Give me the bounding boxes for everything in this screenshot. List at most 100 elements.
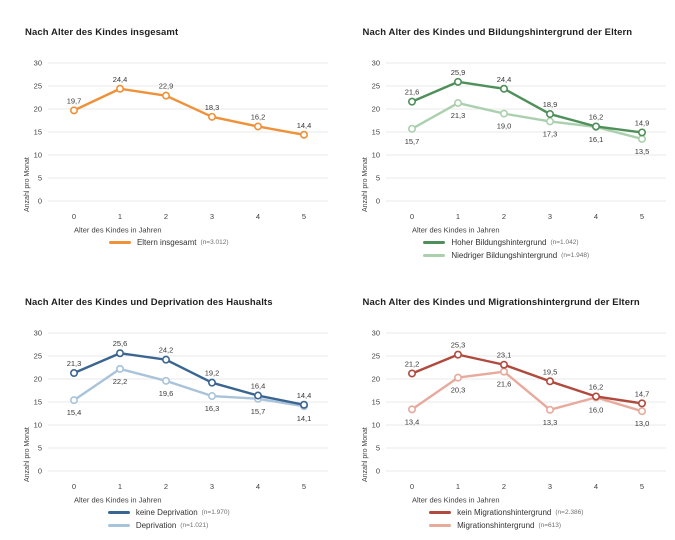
chart-legend: kein Migrationshintergrund (n=2.386) Mig…: [338, 507, 675, 530]
data-label: 13,0: [634, 419, 649, 428]
data-point: [116, 364, 125, 373]
y-tick-label: 10: [34, 151, 42, 160]
data-label: 15,7: [251, 407, 266, 416]
line-chart-migration: 0 5 10 15 20 25 30 0 1 2 3 4 5 Alter des Kindes in Ja…: [362, 329, 666, 505]
series-line: [72, 87, 306, 136]
x-axis-label: Alter des Kindes in Jahren: [412, 226, 500, 235]
data-label: 15,4: [67, 408, 82, 417]
legend-item: Hoher Bildungshintergrund (n=1.042): [423, 237, 589, 247]
legend-swatch: [429, 510, 452, 514]
x-tick-labels: 0 1 2 3 4 5: [72, 212, 306, 221]
legend-label: Niedriger Bildungshintergrund: [451, 250, 558, 260]
y-axis-label: Anzahl pro Monat: [24, 427, 31, 482]
legend-label: Hoher Bildungshintergrund: [451, 237, 547, 247]
x-tick-label: 3: [210, 212, 214, 221]
chart-title: Nach Alter des Kindes insgesamt: [25, 27, 179, 38]
gridlines: [48, 62, 328, 202]
legend-swatch: [108, 240, 131, 244]
chart-title: Nach Alter des Kindes und Deprivation de…: [25, 297, 273, 308]
data-label: 16,1: [588, 135, 603, 144]
x-axis-label: Alter des Kindes in Jahren: [412, 496, 500, 505]
y-tick-labels: 0 5 10 15 20 25 30: [371, 59, 379, 206]
data-label: 25,9: [450, 68, 465, 77]
y-tick-label: 5: [38, 444, 42, 453]
legend-label: Deprivation: [135, 520, 177, 530]
data-point: [407, 124, 416, 133]
series-line: [410, 370, 643, 413]
data-point: [545, 117, 554, 126]
series-0: [70, 84, 308, 139]
data-label: 14,7: [634, 389, 649, 398]
data-label: 16,2: [588, 112, 603, 121]
y-tick-label: 20: [371, 375, 379, 384]
data-label: 25,6: [113, 339, 128, 348]
legend-sample-size: (n=2.386): [555, 508, 584, 516]
data-point: [208, 112, 217, 121]
y-tick-label: 10: [371, 151, 379, 160]
data-point: [208, 392, 217, 401]
data-point: [116, 84, 125, 93]
y-tick-label: 20: [371, 105, 379, 114]
line-chart-bildung: 0 5 10 15 20 25 30 0 1 2 3 4 5 Alter des Kindes in Ja…: [362, 59, 666, 235]
data-point: [162, 376, 171, 385]
data-point: [545, 377, 554, 386]
data-label: 19,7: [67, 96, 82, 105]
data-point: [70, 106, 79, 115]
data-label: 14,1: [297, 414, 312, 423]
data-point: [70, 369, 79, 378]
data-label: 19,2: [205, 369, 220, 378]
data-labels: 21,2 25,3 23,1 19,5 16,2 14,7: [404, 341, 649, 399]
line-chart-insgesamt: 0 5 10 15 20 25 30 0 1 2 3 4 5 Alter des Kindes in Ja…: [24, 59, 328, 235]
y-tick-label: 0: [375, 197, 379, 206]
chart-panel-migration: Nach Alter des Kindes und Migrationshint…: [338, 270, 675, 540]
data-label: 14,4: [297, 121, 312, 130]
legend-label: keine Deprivation: [135, 507, 198, 517]
legend-label: kein Migrationshintergrund: [457, 507, 552, 517]
y-tick-label: 15: [34, 398, 42, 407]
data-point: [407, 405, 416, 414]
data-point: [299, 130, 308, 139]
data-labels: 15,4 22,2 19,6 16,3 15,7 14,1: [67, 377, 312, 423]
data-point: [637, 128, 646, 137]
data-label: 21,6: [496, 380, 511, 389]
data-label: 24,2: [159, 346, 174, 355]
data-label: 14,4: [297, 391, 312, 400]
legend-sample-size: (n=1.970): [201, 508, 230, 516]
data-point: [453, 350, 462, 359]
legend-swatch: [107, 523, 130, 527]
x-tick-label: 5: [302, 482, 306, 491]
data-label: 21,6: [404, 88, 419, 97]
data-label: 24,4: [496, 75, 511, 84]
y-tick-label: 10: [371, 421, 379, 430]
data-labels: 21,3 25,6 24,2 19,2 16,4 14,4: [67, 339, 312, 400]
y-axis-label: Anzahl pro Monat: [24, 157, 31, 212]
series-line: [410, 80, 643, 134]
y-tick-label: 25: [34, 82, 42, 91]
data-label: 13,4: [404, 417, 419, 426]
data-point: [499, 84, 508, 93]
y-axis-label: Anzahl pro Monat: [362, 157, 369, 212]
data-label: 25,3: [450, 341, 465, 350]
y-tick-label: 30: [34, 59, 42, 68]
data-label: 18,9: [542, 100, 557, 109]
legend-sample-size: (n=1.042): [550, 238, 579, 246]
series-1: [407, 367, 646, 416]
data-label: 16,4: [251, 382, 266, 391]
data-point: [407, 369, 416, 378]
legend-sample-size: (n=1.021): [180, 521, 209, 529]
legend-item: Eltern insgesamt (n=3.012): [108, 237, 229, 247]
x-axis-label: Alter des Kindes in Jahren: [74, 496, 162, 505]
data-point: [499, 360, 508, 369]
y-tick-label: 25: [371, 82, 379, 91]
series-0: [70, 349, 308, 409]
data-point: [591, 392, 600, 401]
y-tick-label: 15: [371, 398, 379, 407]
x-tick-labels: 0 1 2 3 4 5: [409, 482, 643, 491]
series-line: [410, 101, 643, 141]
data-point: [591, 122, 600, 131]
chart-legend: keine Deprivation (n=1.970) Deprivation …: [0, 507, 338, 530]
data-point: [453, 99, 462, 108]
y-tick-label: 15: [34, 128, 42, 137]
data-label: 20,3: [450, 386, 465, 395]
data-label: 16,2: [588, 382, 603, 391]
